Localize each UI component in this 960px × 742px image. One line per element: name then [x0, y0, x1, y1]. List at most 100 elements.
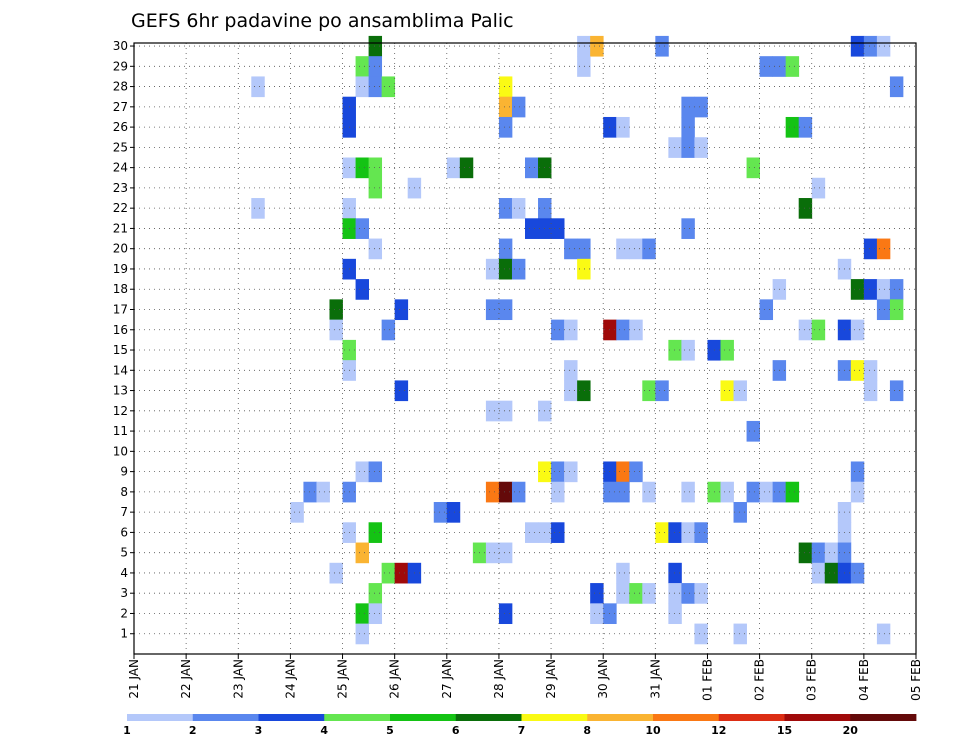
heatmap-cell [824, 542, 839, 564]
heatmap-cell [590, 583, 604, 604]
heatmap-cell [485, 481, 500, 503]
heatmap-cell [564, 360, 578, 381]
heatmap-cell [759, 299, 774, 321]
heatmap-cell [850, 319, 865, 341]
y-tick-label: 16 [113, 323, 128, 337]
heatmap-cell [629, 461, 643, 483]
heatmap-cell [355, 461, 369, 483]
heatmap-cell [850, 360, 865, 381]
heatmap-cell [511, 258, 526, 280]
heatmap-cell [564, 238, 578, 260]
legend-label: 12 [711, 724, 726, 737]
heatmap-cell [720, 339, 734, 361]
x-tick-label: 22 JAN [179, 659, 193, 699]
heatmap-cell [355, 279, 369, 300]
heatmap-cell [876, 623, 891, 645]
heatmap-cell [616, 238, 630, 260]
y-tick-label: 22 [113, 201, 128, 215]
legend-swatch [390, 714, 457, 721]
y-tick-label: 14 [113, 363, 128, 377]
heatmap-cell [694, 96, 708, 118]
heatmap-cell [616, 116, 630, 138]
legend-swatch [127, 714, 194, 721]
heatmap-cell [251, 76, 265, 98]
y-tick-label: 29 [113, 59, 128, 73]
heatmap-cell [876, 299, 891, 321]
heatmap-cell [498, 198, 513, 219]
heatmap-cell [733, 380, 747, 402]
x-tick-label: 01 FEB [700, 659, 714, 701]
heatmap-cell [511, 96, 526, 118]
heatmap-cell [668, 562, 682, 584]
x-tick-label: 23 JAN [231, 659, 245, 699]
legend-swatch [587, 714, 654, 721]
heatmap-cell [525, 157, 539, 179]
y-tick-label: 15 [113, 343, 128, 357]
heatmap-cell [368, 157, 383, 179]
y-tick-label: 1 [120, 627, 128, 641]
y-tick-label: 2 [120, 606, 128, 620]
heatmap-cell [485, 258, 500, 280]
heatmap-cell [590, 603, 604, 625]
heatmap-cell [629, 319, 643, 341]
heatmap-cell [863, 238, 878, 260]
heatmap-cell [368, 35, 383, 57]
heatmap-cell [850, 35, 865, 57]
y-tick-label: 23 [113, 181, 128, 195]
y-tick-label: 13 [113, 384, 128, 398]
heatmap-cell [863, 360, 878, 381]
legend-swatch [455, 714, 522, 721]
heatmap-cell [798, 542, 813, 564]
heatmap-cell [889, 380, 904, 402]
heatmap-cell [316, 481, 330, 503]
legend-swatch [258, 714, 325, 721]
legend-label: 20 [843, 724, 859, 737]
heatmap-cell [498, 542, 513, 564]
y-tick-label: 26 [113, 120, 128, 134]
heatmap-cell [577, 258, 591, 280]
heatmap-cell [498, 116, 513, 138]
heatmap-cell [681, 137, 695, 158]
heatmap-cell [668, 137, 682, 158]
y-tick-label: 11 [113, 424, 128, 438]
heatmap-cell [824, 562, 839, 584]
heatmap-cell [889, 76, 904, 98]
x-tick-label: 30 JAN [596, 659, 610, 699]
heatmap-cell [746, 420, 760, 442]
heatmap-cell [577, 380, 591, 402]
heatmap-cell [381, 76, 396, 98]
heatmap-cell [694, 522, 708, 543]
heatmap-cell [355, 76, 369, 98]
y-tick-label: 30 [113, 39, 128, 53]
y-tick-label: 12 [113, 404, 128, 418]
heatmap-cell [863, 380, 878, 402]
heatmap-cell [498, 400, 513, 422]
heatmap-cell [290, 502, 304, 523]
y-tick-label: 18 [113, 282, 128, 296]
gridlines [134, 43, 916, 654]
heatmap-cell [811, 542, 826, 564]
legend-label: 5 [386, 724, 394, 737]
heatmap-cell [668, 583, 682, 604]
chart-title: GEFS 6hr padavine po ansamblima Palic [131, 10, 514, 32]
heatmap-cell [459, 157, 474, 179]
heatmap-cell [551, 481, 565, 503]
heatmap-cell [368, 603, 383, 625]
x-tick-label: 25 JAN [336, 659, 350, 699]
heatmap-cell [746, 157, 760, 179]
y-tick-label: 6 [120, 525, 128, 539]
heatmap-cell [485, 400, 500, 422]
legend-swatch [653, 714, 720, 721]
heatmap-cell [564, 380, 578, 402]
heatmap-cell [876, 35, 891, 57]
heatmap-cell [694, 583, 708, 604]
y-tick-label: 8 [120, 485, 128, 499]
heatmap-cell [577, 35, 591, 57]
heatmap-cell [551, 319, 565, 341]
heatmap-cell [355, 603, 369, 625]
legend-swatch [718, 714, 785, 721]
legend-label: 2 [189, 724, 197, 737]
heatmap-cell [785, 116, 800, 138]
heatmap-cell [863, 279, 878, 300]
heatmap-cell [368, 522, 383, 543]
